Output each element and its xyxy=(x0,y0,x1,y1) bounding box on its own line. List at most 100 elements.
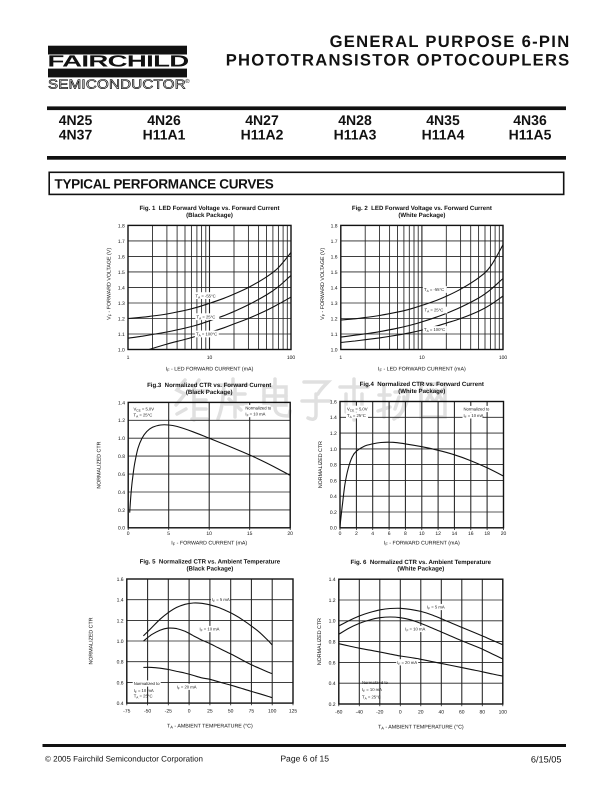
svg-text:1.0: 1.0 xyxy=(118,347,125,353)
svg-text:75: 75 xyxy=(249,709,255,715)
svg-text:1.0: 1.0 xyxy=(118,436,125,442)
svg-text:0.4: 0.4 xyxy=(329,681,336,687)
svg-text:Fig. 5 Normalized CTR vs. Amb: Fig. 5 Normalized CTR vs. Ambient Temper… xyxy=(140,559,281,566)
svg-text:IF = 5 mA: IF = 5 mA xyxy=(212,597,230,603)
svg-text:0.6: 0.6 xyxy=(329,660,336,666)
svg-text:0.4: 0.4 xyxy=(118,490,125,496)
svg-text:14: 14 xyxy=(452,531,458,537)
svg-text:4N35: 4N35 xyxy=(426,112,460,128)
svg-text:1.4: 1.4 xyxy=(329,577,336,583)
svg-text:NORMALIZED CTR: NORMALIZED CTR xyxy=(89,617,95,664)
svg-text:IF = 10 mA: IF = 10 mA xyxy=(464,413,484,419)
svg-text:10: 10 xyxy=(206,531,212,537)
svg-text:IF = 20 mA: IF = 20 mA xyxy=(177,684,197,690)
svg-text:4N27: 4N27 xyxy=(245,112,279,128)
svg-text:-40: -40 xyxy=(356,709,363,715)
svg-text:0.8: 0.8 xyxy=(118,454,125,460)
svg-text:0.4: 0.4 xyxy=(117,701,124,707)
svg-text:Fig. 6 Normalized CTR vs. Amb: Fig. 6 Normalized CTR vs. Ambient Temper… xyxy=(351,559,492,566)
svg-text:FAIRCHILD: FAIRCHILD xyxy=(48,53,190,71)
svg-text:0.6: 0.6 xyxy=(118,472,125,478)
svg-text:(White Package): (White Package) xyxy=(398,212,445,219)
svg-text:12: 12 xyxy=(435,531,441,537)
svg-text:0: 0 xyxy=(188,709,191,715)
svg-text:1.5: 1.5 xyxy=(118,270,125,276)
svg-text:IF = 10 mA: IF = 10 mA xyxy=(245,412,265,418)
svg-text:Normalized to: Normalized to xyxy=(134,681,161,686)
svg-text:VCE = 5.0V: VCE = 5.0V xyxy=(134,406,155,412)
svg-text:H11A5: H11A5 xyxy=(509,127,552,143)
svg-text:PHOTOTRANSISTOR OPTOCOUPLERS: PHOTOTRANSISTOR OPTOCOUPLERS xyxy=(226,50,571,69)
svg-text:1.8: 1.8 xyxy=(118,223,125,229)
svg-text:(Black Package): (Black Package) xyxy=(186,212,233,219)
svg-text:1: 1 xyxy=(127,355,130,361)
svg-text:6/15/05: 6/15/05 xyxy=(531,754,562,764)
svg-text:1.7: 1.7 xyxy=(118,239,125,245)
svg-text:1.2: 1.2 xyxy=(331,316,338,322)
svg-text:IF - LED FORWARD CURRENT (mA): IF - LED FORWARD CURRENT (mA) xyxy=(166,367,254,373)
svg-text:100: 100 xyxy=(287,355,296,361)
svg-text:1.2: 1.2 xyxy=(330,431,337,437)
svg-text:16: 16 xyxy=(468,531,474,537)
svg-text:(Black Package): (Black Package) xyxy=(186,389,233,396)
svg-text:IF = 10 mA: IF = 10 mA xyxy=(362,687,382,693)
svg-text:40: 40 xyxy=(439,709,445,715)
svg-text:5: 5 xyxy=(167,531,170,537)
svg-text:4N26: 4N26 xyxy=(147,112,181,128)
svg-text:IF - FORWARD CURRENT (mA): IF - FORWARD CURRENT (mA) xyxy=(171,540,247,546)
svg-text:SEMICONDUCTOR: SEMICONDUCTOR xyxy=(48,77,186,92)
svg-text:1.3: 1.3 xyxy=(331,301,338,307)
svg-text:4N36: 4N36 xyxy=(513,112,547,128)
svg-text:6: 6 xyxy=(388,531,391,537)
svg-text:0: 0 xyxy=(127,531,130,537)
svg-text:0.2: 0.2 xyxy=(330,510,337,516)
svg-text:20: 20 xyxy=(418,709,424,715)
svg-text:0: 0 xyxy=(339,531,342,537)
svg-text:IF - FORWARD CURRENT (mA): IF - FORWARD CURRENT (mA) xyxy=(384,541,460,547)
svg-text:TA = 25°C: TA = 25°C xyxy=(362,694,381,700)
svg-text:2: 2 xyxy=(355,531,358,537)
svg-text:100: 100 xyxy=(499,709,508,715)
svg-text:100: 100 xyxy=(499,355,508,361)
svg-text:0.8: 0.8 xyxy=(117,660,124,666)
svg-text:IF = 10 mA: IF = 10 mA xyxy=(134,688,154,694)
svg-text:Fig.4 Normalized CTR vs. Forw: Fig.4 Normalized CTR vs. Forward Current xyxy=(360,381,484,388)
svg-text:NORMALIZED CTR: NORMALIZED CTR xyxy=(97,441,103,488)
svg-text:-75: -75 xyxy=(123,709,130,715)
svg-text:VF - FORWARD VOLTAGE (V): VF - FORWARD VOLTAGE (V) xyxy=(320,248,326,320)
svg-text:1.6: 1.6 xyxy=(117,577,124,583)
svg-text:1.2: 1.2 xyxy=(118,418,125,424)
svg-text:1.0: 1.0 xyxy=(329,619,336,625)
svg-text:-60: -60 xyxy=(335,709,342,715)
svg-text:IF = 10 mA: IF = 10 mA xyxy=(200,627,220,633)
svg-text:0.0: 0.0 xyxy=(330,526,337,532)
svg-text:0.8: 0.8 xyxy=(330,463,337,469)
svg-text:TA = 100°C: TA = 100°C xyxy=(196,332,217,338)
svg-text:1.5: 1.5 xyxy=(331,270,338,276)
svg-text:H11A2: H11A2 xyxy=(241,127,284,143)
svg-text:8: 8 xyxy=(404,531,407,537)
svg-text:(Black Package): (Black Package) xyxy=(187,565,234,572)
svg-text:TA = 25°C: TA = 25°C xyxy=(134,413,153,419)
svg-text:1.4: 1.4 xyxy=(117,598,124,604)
svg-text:TA - AMBIENT TEMPERATURE (°C): TA - AMBIENT TEMPERATURE (°C) xyxy=(167,724,253,730)
svg-text:1.0: 1.0 xyxy=(331,347,338,353)
svg-text:0: 0 xyxy=(399,709,402,715)
svg-text:1.4: 1.4 xyxy=(118,400,125,406)
svg-text:TA = 25°C: TA = 25°C xyxy=(425,308,444,314)
svg-text:20: 20 xyxy=(287,531,293,537)
svg-text:0.0: 0.0 xyxy=(118,526,125,532)
svg-text:1.3: 1.3 xyxy=(118,301,125,307)
svg-text:H11A1: H11A1 xyxy=(143,127,186,143)
svg-text:Normalized to: Normalized to xyxy=(245,406,272,411)
svg-text:GENERAL PURPOSE 6-PIN: GENERAL PURPOSE 6-PIN xyxy=(330,32,571,51)
svg-text:60: 60 xyxy=(459,709,465,715)
svg-text:NORMALIZED CTR: NORMALIZED CTR xyxy=(318,441,324,488)
svg-text:1.6: 1.6 xyxy=(331,254,338,260)
svg-text:1.4: 1.4 xyxy=(118,285,125,291)
svg-text:© 2005 Fairchild Semiconductor: © 2005 Fairchild Semiconductor Corporati… xyxy=(45,754,203,763)
svg-text:125: 125 xyxy=(289,709,298,715)
svg-text:TA = 100°C: TA = 100°C xyxy=(424,327,445,333)
svg-text:VCE = 5.0V: VCE = 5.0V xyxy=(347,406,368,412)
svg-text:IF = 20 mA: IF = 20 mA xyxy=(397,660,417,666)
